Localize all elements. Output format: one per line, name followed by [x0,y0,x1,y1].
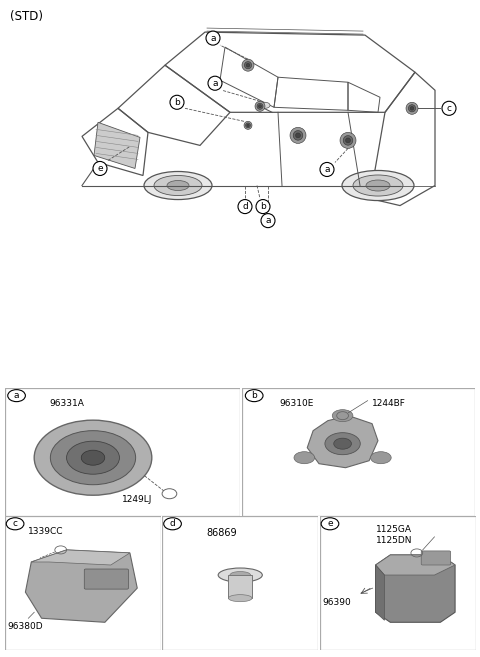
Text: d: d [169,519,175,528]
Ellipse shape [154,175,202,196]
Circle shape [206,31,220,45]
Ellipse shape [230,572,251,579]
Ellipse shape [325,433,360,455]
Ellipse shape [67,442,120,474]
Text: 1244BF: 1244BF [372,399,406,407]
Ellipse shape [34,420,152,495]
Ellipse shape [218,568,262,582]
Circle shape [293,131,303,140]
Circle shape [245,390,263,401]
Circle shape [343,135,353,145]
Text: 1125GA: 1125GA [376,525,412,533]
Ellipse shape [353,175,403,196]
Polygon shape [31,550,130,565]
Circle shape [442,101,456,116]
Text: a: a [212,79,218,88]
Circle shape [208,76,222,90]
Text: a: a [14,391,19,400]
Circle shape [246,123,251,127]
Circle shape [259,105,262,108]
Circle shape [170,95,184,109]
Text: 86869: 86869 [206,528,237,538]
Ellipse shape [332,410,353,422]
Text: 96390: 96390 [323,598,351,607]
Ellipse shape [50,431,136,485]
Text: e: e [97,164,103,173]
Polygon shape [94,122,140,168]
Text: 1339CC: 1339CC [28,527,64,536]
Circle shape [320,162,334,177]
Circle shape [8,390,25,401]
Text: a: a [210,34,216,43]
Ellipse shape [342,170,414,200]
Circle shape [164,518,181,530]
Ellipse shape [366,180,390,191]
Circle shape [346,138,350,143]
Text: c: c [12,519,18,528]
Text: a: a [324,165,330,174]
Ellipse shape [334,438,351,449]
Text: 1249LJ: 1249LJ [122,495,152,504]
Polygon shape [228,575,252,598]
Circle shape [408,104,416,112]
Text: 96310E: 96310E [279,399,313,407]
Circle shape [257,103,263,109]
Circle shape [296,133,300,138]
Circle shape [244,62,252,69]
Text: b: b [252,391,257,400]
FancyBboxPatch shape [84,569,129,589]
Circle shape [246,63,250,67]
Ellipse shape [81,450,105,465]
Text: 96331A: 96331A [49,399,84,407]
Ellipse shape [260,102,270,108]
Ellipse shape [228,595,252,602]
Circle shape [242,59,254,71]
Polygon shape [376,555,455,575]
Circle shape [406,102,418,114]
Text: e: e [327,519,333,528]
Text: 1125DN: 1125DN [376,536,412,545]
Circle shape [261,214,275,227]
Polygon shape [376,555,455,622]
Circle shape [247,124,249,127]
Polygon shape [376,565,384,620]
Circle shape [256,200,270,214]
Text: c: c [446,104,452,113]
Circle shape [255,101,265,111]
Polygon shape [307,416,378,468]
Text: b: b [174,98,180,107]
Circle shape [244,122,252,129]
FancyBboxPatch shape [421,551,451,565]
Circle shape [290,127,306,143]
Ellipse shape [294,452,314,464]
Circle shape [93,162,107,175]
Text: d: d [242,202,248,211]
Text: a: a [265,216,271,225]
Circle shape [321,518,339,530]
Text: (STD): (STD) [10,10,43,23]
Circle shape [340,132,356,148]
Circle shape [238,200,252,214]
Ellipse shape [144,171,212,200]
Circle shape [6,518,24,530]
Polygon shape [25,550,137,622]
Ellipse shape [371,452,391,464]
Ellipse shape [167,181,189,191]
Text: 96380D: 96380D [8,622,43,631]
Text: b: b [260,202,266,211]
Circle shape [410,106,414,110]
